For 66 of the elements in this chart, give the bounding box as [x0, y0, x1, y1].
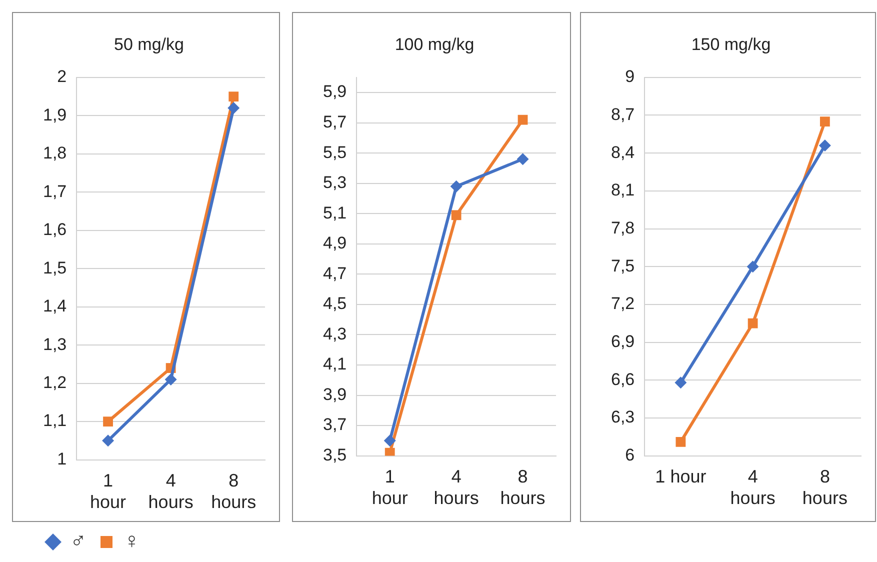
y-tick-label: 7,5	[610, 256, 635, 276]
point	[518, 114, 528, 125]
point	[748, 318, 758, 328]
chart-title: 50 mg/kg	[114, 34, 184, 54]
y-tick-label: 3,5	[322, 445, 347, 464]
y-tick-label: 4,9	[322, 234, 347, 253]
point	[384, 448, 395, 456]
y-tick-label: 5,5	[322, 142, 347, 162]
y-tick-label: 4,1	[322, 354, 347, 374]
point	[818, 140, 831, 152]
point	[164, 373, 177, 386]
x-tick-label: 1 hour	[90, 470, 126, 512]
point	[450, 180, 462, 192]
x-tick-label: 8 hours	[211, 470, 256, 512]
x-tick-label: 4 hours	[434, 466, 479, 508]
x-tick-label: 4 hours	[148, 470, 194, 512]
y-tick-label: 6,3	[610, 408, 635, 427]
y-tick-label: 1,1	[42, 411, 67, 430]
y-tick-label: 5,3	[322, 173, 347, 192]
point	[103, 416, 113, 427]
x-tick-label: 1 hour	[372, 466, 408, 508]
point	[820, 116, 830, 126]
y-tick-label: 6,9	[610, 332, 635, 351]
y-tick-label: 5,7	[322, 112, 347, 132]
y-tick-label: 1,2	[42, 373, 67, 392]
y-tick-label: 3,7	[322, 415, 347, 434]
point	[228, 102, 240, 114]
y-tick-label: 1	[57, 449, 67, 468]
y-tick-label: 8,1	[610, 180, 635, 200]
chart-title: 150 mg/kg	[691, 34, 771, 54]
x-tick-label: 1 hour	[655, 466, 706, 487]
point	[676, 436, 686, 447]
y-tick-label: 8,4	[610, 142, 635, 162]
y-tick-label: 7,8	[610, 218, 635, 238]
y-tick-label: 1,8	[42, 144, 67, 163]
point	[228, 92, 239, 102]
x-tick-label: 8 hours	[500, 466, 546, 508]
point	[674, 376, 687, 389]
y-tick-label: 7,2	[610, 294, 635, 314]
chart-title: 100 mg/kg	[394, 34, 474, 54]
y-tick-label: 1,7	[42, 182, 67, 201]
y-tick-label: 5,1	[322, 203, 347, 222]
x-tick-label: 8 hours	[802, 466, 848, 508]
y-tick-label: 1,4	[42, 296, 67, 316]
y-tick-label: 2	[57, 67, 67, 86]
y-tick-label: 9	[625, 67, 635, 86]
x-tick-label: 4 hours	[730, 466, 776, 508]
point	[384, 434, 396, 447]
y-tick-label: 5,9	[322, 82, 347, 102]
point	[102, 434, 114, 447]
y-tick-label: 4,3	[322, 324, 347, 344]
point	[451, 210, 462, 220]
y-tick-label: 6,6	[610, 370, 635, 389]
point	[516, 153, 529, 166]
point	[746, 260, 759, 273]
y-tick-label: 6	[625, 445, 635, 464]
y-tick-label: 1,9	[42, 105, 67, 124]
y-tick-label: 1,3	[42, 334, 67, 354]
y-tick-label: 1,5	[42, 258, 67, 278]
y-tick-label: 4,7	[322, 264, 347, 283]
legend-label: ♂	[70, 528, 86, 554]
y-tick-label: 8,7	[610, 104, 635, 124]
legend-label: ♀	[124, 528, 140, 554]
y-tick-label: 3,9	[322, 384, 347, 404]
y-tick-label: 1,6	[42, 220, 67, 240]
y-tick-label: 4,5	[322, 294, 347, 314]
